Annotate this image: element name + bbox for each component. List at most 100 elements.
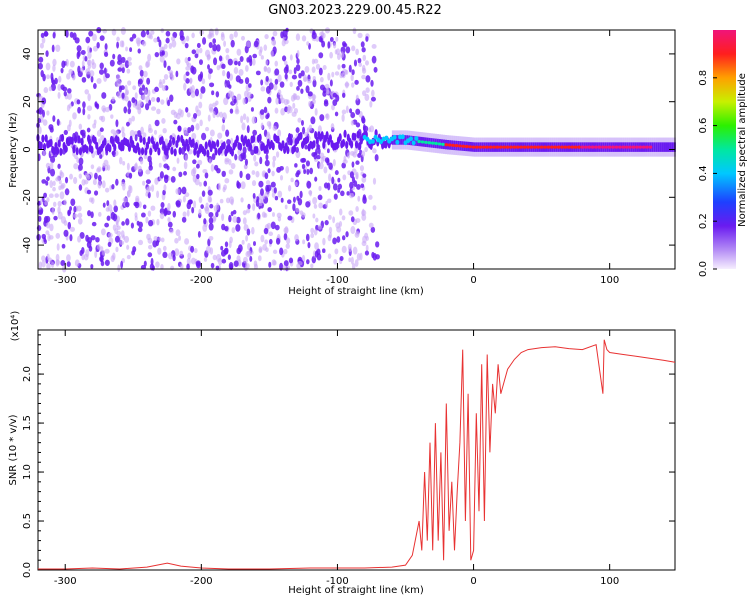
spectrogram-cell (339, 256, 344, 261)
spectrogram-cell (361, 117, 366, 124)
spectrogram-cell (329, 79, 333, 87)
spectrogram-cell (257, 212, 261, 220)
spectrogram-cell (289, 54, 293, 61)
ridge-band (271, 142, 275, 151)
spectrogram-cell (66, 254, 71, 262)
spectrogram-cell (361, 67, 367, 74)
ridge-band (398, 135, 401, 145)
spectrogram-cell (38, 126, 42, 135)
spectrogram-cell (280, 97, 285, 104)
spectrogram-cell (172, 166, 177, 172)
spectrogram-cell (145, 61, 150, 68)
spectrogram-cell (181, 186, 187, 195)
spectrogram-cell (202, 223, 208, 232)
ridge-core (590, 145, 595, 149)
spectrogram-cell (106, 164, 111, 171)
spectrogram-cell (110, 211, 116, 220)
spectrogram-cell (198, 196, 203, 204)
ridge-core (556, 145, 561, 149)
spectrogram-cell (357, 57, 362, 64)
spectrogram-cell (161, 118, 166, 124)
spectrogram-cell (315, 217, 319, 223)
spectrogram-cell (161, 50, 165, 56)
spectrogram-cell (81, 60, 85, 68)
x-tick-label: -300 (54, 576, 77, 587)
spectrogram-cell (337, 188, 341, 193)
colorbar-tick-label: 0.2 (698, 213, 709, 229)
spectrogram-cell (87, 51, 92, 60)
spectrogram-cell (283, 260, 289, 267)
spectrogram-cell (194, 177, 200, 186)
spectrogram-cell (50, 72, 54, 81)
spectrogram-cell (111, 184, 115, 190)
spectrogram-cell (69, 234, 73, 242)
spectrogram-cell (125, 201, 130, 208)
spectrogram-cell (46, 253, 50, 261)
spectrogram-cell (109, 59, 115, 67)
spectrogram-cell (280, 31, 284, 39)
spectrogram-cell (230, 137, 234, 146)
spectrogram-cell (111, 96, 115, 102)
spectrogram-cell (207, 238, 211, 247)
spectrogram-cell (43, 87, 49, 94)
spectrogram-cell (196, 109, 202, 117)
spectrogram-cell (154, 52, 160, 58)
spectrogram-cell (52, 201, 57, 207)
spectrogram-cell (236, 247, 242, 255)
spectrogram-cell (328, 162, 333, 170)
spectrogram-cell (228, 84, 232, 89)
spectrogram-cell (221, 69, 226, 77)
spectrogram-cell (77, 235, 82, 243)
spectrogram-cell (78, 184, 83, 191)
ridge-band (281, 140, 285, 149)
spectrogram-cell (84, 172, 90, 178)
spectrogram-cell (92, 33, 97, 42)
spectrogram-cell (251, 180, 257, 187)
spectrogram-cell (355, 94, 359, 101)
spectrogram-cell (162, 189, 166, 196)
ridge-core (437, 142, 442, 146)
ridge-core (424, 140, 428, 144)
spectrogram-cell (78, 157, 84, 166)
spectrogram-cell (122, 183, 126, 191)
spectrogram-cell (279, 262, 284, 271)
spectrogram-cell (45, 230, 50, 235)
spectrogram-cell (338, 220, 343, 228)
spectrogram-cell (100, 228, 106, 236)
spectrogram-cell (76, 99, 81, 105)
spectrogram-cell (221, 258, 227, 264)
spectrogram-cell (201, 190, 206, 197)
spectrogram-cell (194, 88, 200, 97)
spectrogram-cell (357, 152, 362, 158)
ridge-band (191, 138, 195, 147)
spectrogram-cell (104, 187, 110, 193)
spectrogram-cell (202, 37, 207, 45)
spectrogram-cell (307, 91, 313, 97)
spectrogram-cell (322, 87, 327, 94)
spectrogram-cell (364, 250, 370, 256)
spectrogram-cell (319, 114, 325, 122)
spectrogram-cell (252, 192, 256, 199)
spectrogram-cell (191, 49, 197, 55)
spectrogram-cell (370, 226, 376, 233)
spectrogram-cell (187, 199, 193, 205)
spectrogram-cell (94, 250, 98, 258)
spectrogram-cell (41, 179, 47, 184)
spectrogram-cell (268, 122, 272, 130)
spectrogram-cell (207, 189, 213, 196)
spectrogram-cell (186, 257, 191, 266)
ridge-band (395, 135, 399, 145)
spectrogram-cell (357, 32, 363, 39)
spectrogram-cell (158, 236, 162, 242)
spectrogram-cell (45, 50, 49, 58)
spectrogram-cell (375, 241, 380, 248)
ridge-band (343, 129, 347, 138)
ridge-core (485, 145, 489, 149)
spectrogram-cell (264, 191, 270, 198)
spectrogram-cell (305, 160, 310, 167)
ridge-band (77, 135, 81, 144)
spectrogram-cell (158, 162, 162, 168)
spectrogram-cell (224, 225, 229, 232)
spectrogram-cell (285, 265, 291, 271)
